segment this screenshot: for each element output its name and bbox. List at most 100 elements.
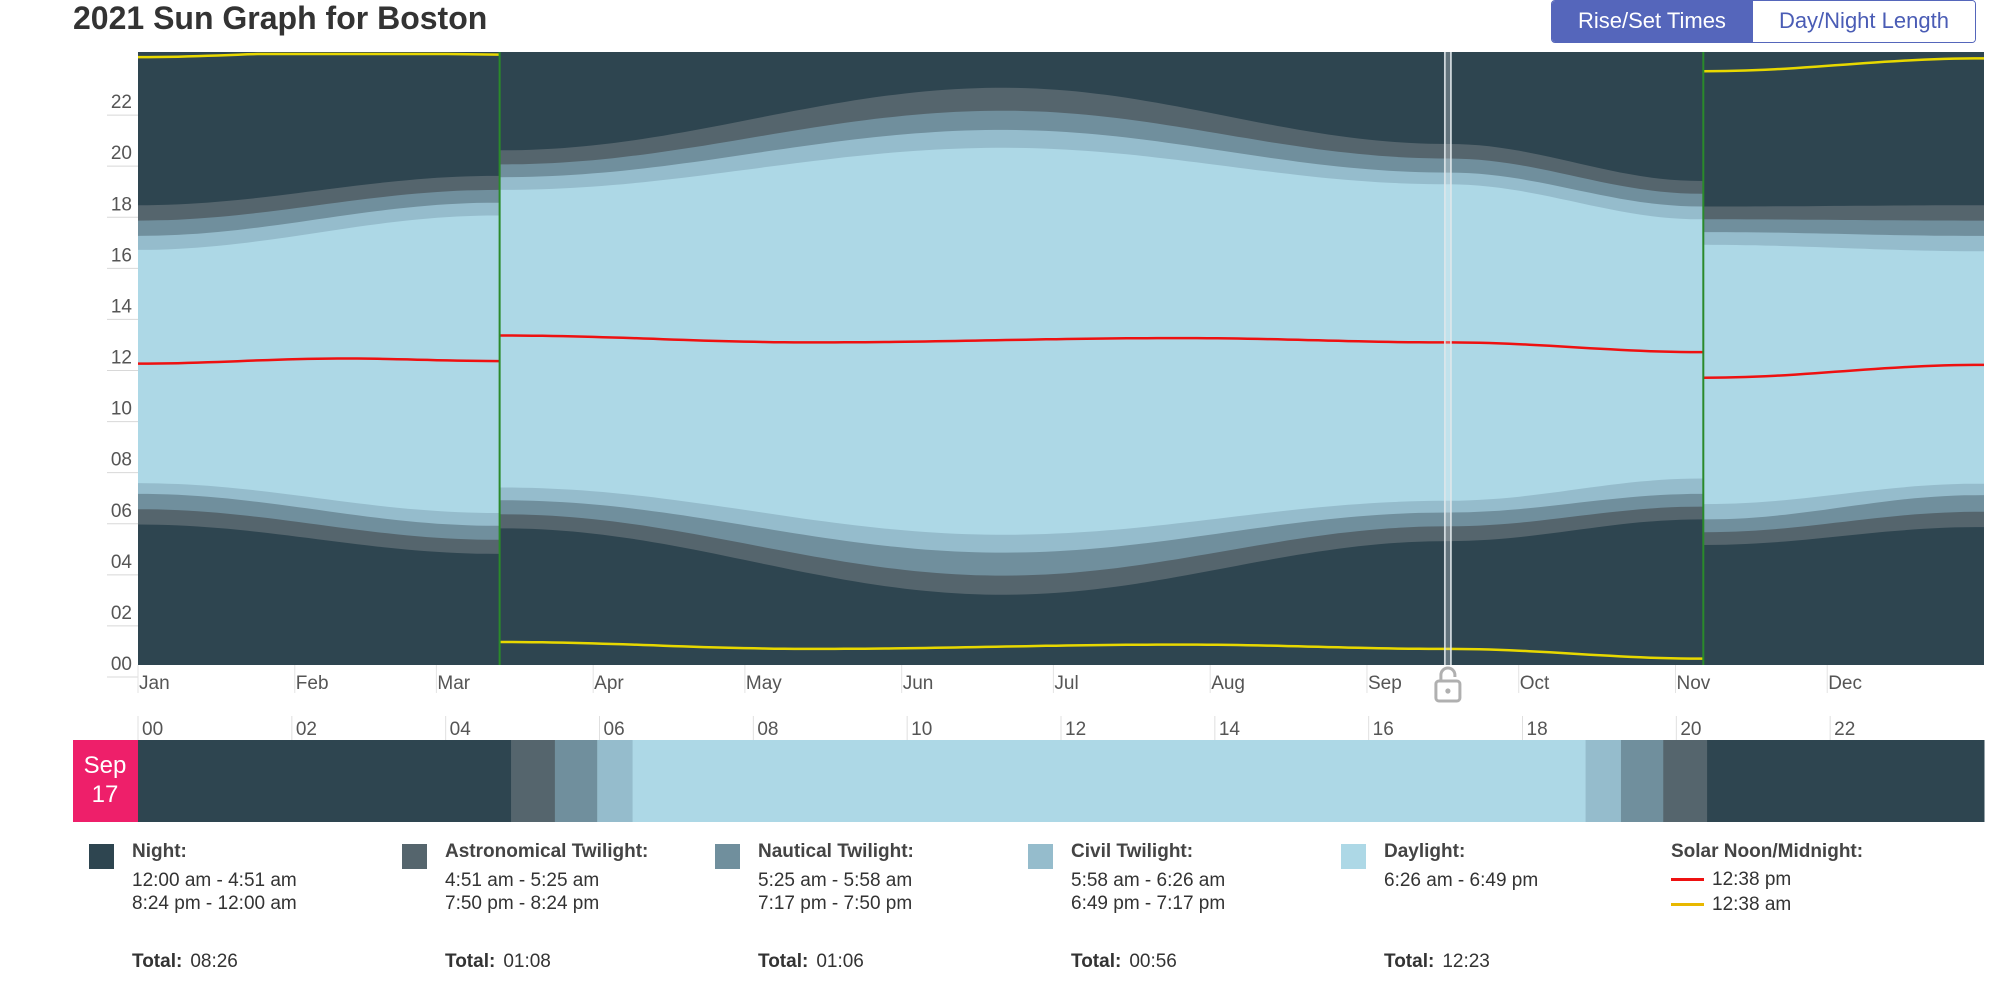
legend-nautical-total: Total: 01:06 [758,951,864,973]
page-title: 2021 Sun Graph for Boston [73,0,488,36]
total-value: 01:06 [816,951,864,972]
total-value: 12:23 [1442,951,1490,972]
month-label: Sep [1368,673,1402,694]
y-tick-label: 14 [111,296,133,317]
hour-tick-label: 10 [911,719,932,740]
date-badge-month: Sep [84,752,127,779]
legend-astronomical-range-2: 7:50 pm - 8:24 pm [445,893,600,914]
total-label: Total: [445,951,496,972]
tab-day-night-length[interactable]: Day/Night Length [1751,1,1975,42]
total-value: 08:26 [190,951,238,972]
legend-nautical-range-1: 5:25 am - 5:58 am [758,870,913,891]
legend-astronomical-range-1: 4:51 am - 5:25 am [445,870,600,891]
y-tick-label: 02 [111,603,132,624]
y-tick-label: 20 [111,143,132,164]
hour-tick-label: 04 [450,719,472,740]
date-badge-day: 17 [92,781,119,808]
solar-noon-line [1703,363,1984,379]
hour-tick-label: 18 [1527,719,1548,740]
legend-astronomical-total: Total: 01:08 [445,951,551,973]
daylight-swatch [1341,844,1366,869]
civil-swatch [1028,844,1053,869]
y-tick-label: 04 [111,552,133,573]
hour-tick-label: 22 [1834,719,1855,740]
month-label: Apr [594,673,624,694]
hour-tick-label: 12 [1065,719,1086,740]
hour-tick-label: 00 [142,719,163,740]
month-label: Jan [139,673,170,694]
y-tick-label: 00 [111,654,132,675]
solar-noon-line [499,334,1704,354]
lock-body [1434,679,1462,703]
month-label: Mar [437,673,470,694]
daylight-band [1703,244,1984,505]
total-label: Total: [1384,951,1435,972]
hour-tick-label: 08 [757,719,778,740]
date-badge [73,740,138,822]
day-bar-nautical-segment [554,740,598,822]
daylight-band [499,147,1704,535]
day-bar-night-segment [1707,740,1985,822]
hour-tick-label: 06 [604,719,625,740]
y-tick-label: 10 [111,399,132,420]
y-tick-label: 08 [111,450,132,471]
month-label: Nov [1676,673,1710,694]
selected-day-cursor [1443,52,1452,665]
day-bar-civil-segment [1585,740,1622,822]
legend-civil-range-1: 5:58 am - 6:26 am [1071,870,1226,891]
solar-noon-line [138,357,500,365]
daylight-band [138,215,500,513]
legend-solar-midnight: 12:38 am [1671,894,1791,916]
legend-night-range-1: 12:00 am - 4:51 am [132,870,297,891]
solar-midnight-line [1703,57,1984,73]
lock-keyhole [1445,688,1451,694]
month-label: Feb [296,673,329,694]
nautical-swatch [715,844,740,869]
y-tick-label: 22 [111,92,132,113]
month-label: Jul [1054,673,1078,694]
day-bar-civil-segment [597,740,634,822]
day-bar-astronomical-segment [511,740,556,822]
total-value: 00:56 [1129,951,1177,972]
solar-midnight-line [499,640,1704,660]
hour-tick-label: 02 [296,719,317,740]
month-label: Oct [1520,673,1550,694]
solar-midnight-line-icon [1671,903,1704,907]
legend-nautical-range-2: 7:17 pm - 7:50 pm [758,893,913,914]
legend-solar-name: Solar Noon/Midnight: [1671,841,1864,862]
legend-night-range-2: 8:24 pm - 12:00 am [132,893,297,914]
total-label: Total: [758,951,809,972]
legend-nautical-name: Nautical Twilight: [758,841,914,862]
legend-daylight-name: Daylight: [1384,841,1466,862]
hour-tick-label: 20 [1680,719,1701,740]
legend-daylight-total: Total: 12:23 [1384,951,1490,973]
month-label: Aug [1211,673,1245,694]
solar-midnight-line [138,52,500,59]
month-label: Jun [903,673,934,694]
legend-daylight-range-1: 6:26 am - 6:49 pm [1384,870,1539,891]
y-tick-label: 18 [111,194,132,215]
total-label: Total: [132,951,183,972]
hour-tick-label: 14 [1219,719,1241,740]
total-label: Total: [1071,951,1122,972]
legend-night-name: Night: [132,841,187,862]
legend-astronomical-name: Astronomical Twilight: [445,841,649,862]
day-bar-night-segment [138,740,512,822]
solar-midnight-time: 12:38 am [1712,894,1792,915]
month-label: Dec [1828,673,1862,694]
view-tabs: Rise/Set Times Day/Night Length [1551,0,1976,43]
legend-civil-name: Civil Twilight: [1071,841,1194,862]
legend-solar-noon: 12:38 pm [1671,869,1791,891]
y-tick-label: 06 [111,501,132,522]
lock-shackle [1439,666,1457,681]
legend-civil-total: Total: 00:56 [1071,951,1177,973]
solar-noon-time: 12:38 pm [1712,869,1792,890]
tab-rise-set-times[interactable]: Rise/Set Times [1552,1,1752,42]
lock-icon[interactable] [1434,666,1462,703]
legend-night-total: Total: 08:26 [132,951,238,973]
y-tick-label: 16 [111,245,132,266]
day-bar-astronomical-segment [1663,740,1708,822]
legend-civil-range-2: 6:49 pm - 7:17 pm [1071,893,1226,914]
night-swatch [89,844,114,869]
